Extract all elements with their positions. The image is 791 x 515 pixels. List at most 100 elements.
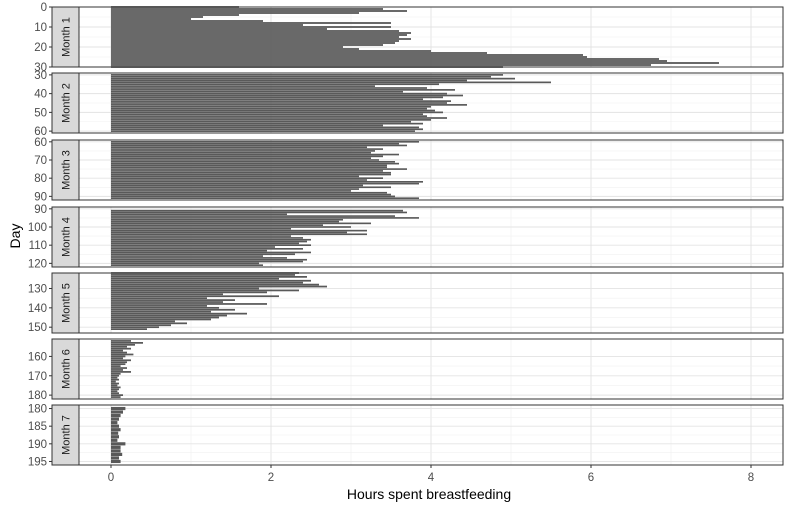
bar — [111, 100, 451, 102]
bar — [111, 30, 399, 32]
y-tick-label: 90 — [34, 204, 47, 216]
bar — [111, 188, 359, 190]
bar — [111, 442, 126, 446]
bar — [111, 60, 667, 62]
bar — [111, 151, 371, 154]
bar — [111, 378, 119, 381]
bar — [111, 347, 131, 350]
bar — [111, 74, 503, 76]
bar — [111, 438, 118, 442]
bar — [111, 384, 118, 387]
bar — [111, 54, 583, 56]
y-tick-label: 60 — [34, 126, 47, 138]
facet-strip — [51, 338, 80, 400]
bar — [111, 283, 319, 286]
bar — [111, 50, 431, 52]
bar — [111, 291, 267, 294]
bar — [111, 144, 407, 147]
bar — [111, 392, 119, 395]
bar — [111, 162, 399, 165]
y-tick-label: 70 — [34, 155, 47, 167]
bar — [111, 279, 311, 282]
bar — [111, 52, 487, 54]
bar — [111, 213, 287, 216]
bar — [111, 193, 391, 196]
bar — [111, 342, 143, 344]
bar — [111, 380, 116, 383]
bar — [111, 130, 415, 132]
bar — [111, 20, 263, 22]
panel-4: Month 4 90 100 110 120 — [28, 204, 784, 270]
y-tick-label: 80 — [34, 173, 47, 185]
bar — [111, 28, 327, 30]
bar — [111, 367, 127, 369]
bar — [111, 181, 423, 183]
bar — [111, 396, 121, 398]
bar — [111, 168, 407, 170]
y-tick-label: 180 — [28, 390, 47, 402]
x-tick-label: 0 — [108, 472, 114, 484]
bar — [111, 79, 467, 82]
bar — [111, 456, 119, 460]
bar — [111, 310, 211, 313]
bar — [111, 105, 431, 108]
bar — [111, 287, 259, 290]
bar — [111, 445, 121, 449]
bar — [111, 281, 303, 284]
bar — [111, 253, 295, 256]
bar — [111, 264, 263, 266]
x-axis-title: Hours spent breastfeeding — [347, 486, 511, 502]
bar — [111, 459, 121, 464]
bar — [111, 24, 303, 26]
bar — [111, 386, 121, 389]
bar — [111, 414, 121, 418]
bar — [111, 117, 447, 119]
y-tick-label: 50 — [34, 107, 47, 119]
bar — [111, 22, 391, 24]
y-tick-label: 140 — [28, 303, 47, 315]
bar — [111, 238, 311, 241]
bar — [111, 107, 427, 110]
bar — [111, 417, 119, 421]
panel-6: Month 6 160 170 180 — [28, 338, 784, 402]
bar — [111, 248, 303, 250]
bar — [111, 85, 375, 87]
bar — [111, 16, 203, 18]
panel-2: Month 2 30 40 50 60 — [34, 70, 784, 138]
bar — [111, 153, 399, 156]
bar — [111, 220, 339, 223]
bar — [111, 293, 223, 296]
bar — [111, 40, 399, 42]
bar — [111, 222, 371, 225]
bar — [111, 363, 126, 366]
bar — [111, 26, 391, 28]
bar — [111, 87, 427, 89]
bar — [111, 374, 119, 377]
bar — [111, 111, 443, 114]
bar — [111, 38, 411, 40]
bar — [111, 119, 431, 121]
bar — [111, 376, 118, 379]
bar — [111, 365, 121, 367]
bar — [111, 316, 219, 319]
y-tick-label: 100 — [28, 222, 47, 234]
y-tick-label: 90 — [34, 191, 47, 203]
bar — [111, 260, 303, 263]
y-tick-label: 30 — [34, 62, 47, 74]
bar — [111, 406, 126, 411]
y-tick-label: 110 — [29, 240, 47, 252]
bar — [111, 12, 359, 14]
bar — [111, 226, 351, 228]
bar — [111, 276, 307, 278]
facet-strip-label: Month 4 — [61, 217, 73, 257]
bar — [111, 424, 119, 428]
bar — [111, 109, 435, 112]
facet-strip — [51, 6, 80, 68]
bar — [111, 258, 307, 261]
bar — [111, 115, 427, 117]
bar — [111, 421, 118, 425]
y-tick-label: 130 — [28, 283, 47, 295]
bar — [111, 318, 211, 321]
bar — [111, 34, 407, 36]
bar — [111, 81, 551, 84]
